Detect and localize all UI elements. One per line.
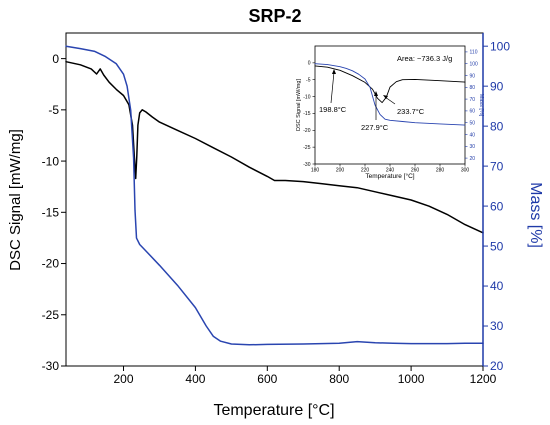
inset-y-tick-label: 0 <box>308 61 311 67</box>
chart-title: SRP-2 <box>248 6 301 26</box>
inset-y-tick-label: -30 <box>303 162 310 168</box>
inset-y2-tick-label: 60 <box>470 109 476 115</box>
main-y2-tick-label: 80 <box>490 119 504 133</box>
y2-axis-label: Mass [%] <box>527 182 544 248</box>
inset-y2-tick-label: 20 <box>470 156 476 162</box>
inset-x-axis-label: Temperature [°C] <box>365 172 414 180</box>
inset-y2-tick-label: 110 <box>470 50 478 56</box>
inset-y-axis-ticks: 0 -5 -10 -15 -20 -25 -30 <box>303 61 315 168</box>
main-y2-axis-ticks: 20 30 40 50 60 70 80 90 100 <box>483 39 510 373</box>
main-y-tick-label: -20 <box>42 257 60 271</box>
inset-y2-tick-label: 90 <box>470 73 476 79</box>
main-plot: 200 400 600 800 1000 1200 0-5-10-15-20-25-30 … <box>7 32 544 419</box>
main-y2-tick-label: 60 <box>490 199 504 213</box>
main-x-tick-label: 1200 <box>470 372 497 386</box>
peak-arrow-234 <box>384 96 396 105</box>
inset-y2-tick-label: 50 <box>470 120 476 126</box>
peak-arrow-234-head <box>383 95 388 99</box>
inset-y2-tick-label: 30 <box>470 144 476 150</box>
inset-x-tick-label: 280 <box>436 168 445 174</box>
inset-plot: 180 200 220 240 260 280 300 0 -5 -10 -15 -20 -25 -30… <box>296 45 484 180</box>
inset-x-tick-label: 300 <box>461 168 470 174</box>
main-y-tick-label: -15 <box>42 206 60 220</box>
inset-y2-axis-label: Mass [%] <box>478 94 484 117</box>
inset-y2-tick-label: 80 <box>470 85 476 91</box>
onset-arrow-198 <box>330 71 335 104</box>
main-y2-tick-label: 70 <box>490 159 504 173</box>
main-y-tick-label: -10 <box>42 154 60 168</box>
main-y2-tick-label: 40 <box>490 279 504 293</box>
main-x-axis-ticks: 200 400 600 800 1000 1200 <box>114 366 497 386</box>
main-y-tick-label: 0 <box>52 52 59 66</box>
x-axis-label: Temperature [°C] <box>213 402 334 419</box>
inset-x-tick-label: 220 <box>361 168 370 174</box>
main-y2-tick-label: 90 <box>490 79 504 93</box>
main-x-tick-label: 400 <box>185 372 205 386</box>
inset-x-tick-label: 180 <box>311 168 320 174</box>
main-x-tick-label: 1000 <box>398 372 425 386</box>
y-axis-label: DSC Signal [mW/mg] <box>7 129 24 271</box>
main-y-tick-label: -5 <box>48 103 59 117</box>
inset-y2-tick-label: 100 <box>470 61 479 67</box>
inset-area-annotation: Area: −736.3 J/g <box>397 54 452 63</box>
inset-x-tick-label: 240 <box>386 168 395 174</box>
inset-y2-tick-label: 40 <box>470 132 476 138</box>
main-y-tick-label: -30 <box>42 359 60 373</box>
inset-y2-axis-ticks: 20 30 40 50 60 70 80 90 100 110 <box>465 50 478 162</box>
inset-y-axis-label: DSC Signal [mW/mg] <box>296 79 302 131</box>
main-x-tick-label: 200 <box>114 372 134 386</box>
main-series <box>65 45 484 346</box>
inset-mass-series-line <box>314 63 466 126</box>
peak-228-label: 227.9°C <box>361 123 389 132</box>
main-y2-tick-label: 100 <box>490 39 510 53</box>
inset-y-tick-label: -25 <box>303 145 310 151</box>
inset-y-tick-label: -5 <box>306 77 311 83</box>
mass-arrow-228-head <box>374 91 378 96</box>
inset-series <box>314 63 466 126</box>
onset-198-label: 198.8°C <box>319 105 347 114</box>
main-y2-tick-label: 30 <box>490 319 504 333</box>
main-y2-tick-label: 50 <box>490 239 504 253</box>
main-x-tick-label: 800 <box>329 372 349 386</box>
inset-dsc-series-line <box>314 65 466 104</box>
main-x-tick-label: 600 <box>257 372 277 386</box>
onset-arrow-198-head <box>332 69 336 74</box>
main-y2-tick-label: 20 <box>490 359 504 373</box>
inset-y-tick-label: -15 <box>303 111 310 117</box>
main-dsc-series-line <box>65 60 484 234</box>
inset-plot-background <box>315 46 465 164</box>
inset-x-axis-ticks: 180 200 220 240 260 280 300 <box>311 164 470 174</box>
inset-y-tick-label: -10 <box>303 94 310 100</box>
inset-x-tick-label: 260 <box>411 168 420 174</box>
main-y-tick-label: -25 <box>42 308 60 322</box>
main-mass-series-line <box>65 45 484 346</box>
inset-y-tick-label: -20 <box>303 128 310 134</box>
main-y-axis-ticks: 0 -5 -10 -15 -20 -25 -30 <box>42 52 66 373</box>
inset-y2-tick-label: 70 <box>470 97 476 103</box>
peak-234-label: 233.7°C <box>397 107 425 116</box>
inset-x-tick-label: 200 <box>336 168 345 174</box>
